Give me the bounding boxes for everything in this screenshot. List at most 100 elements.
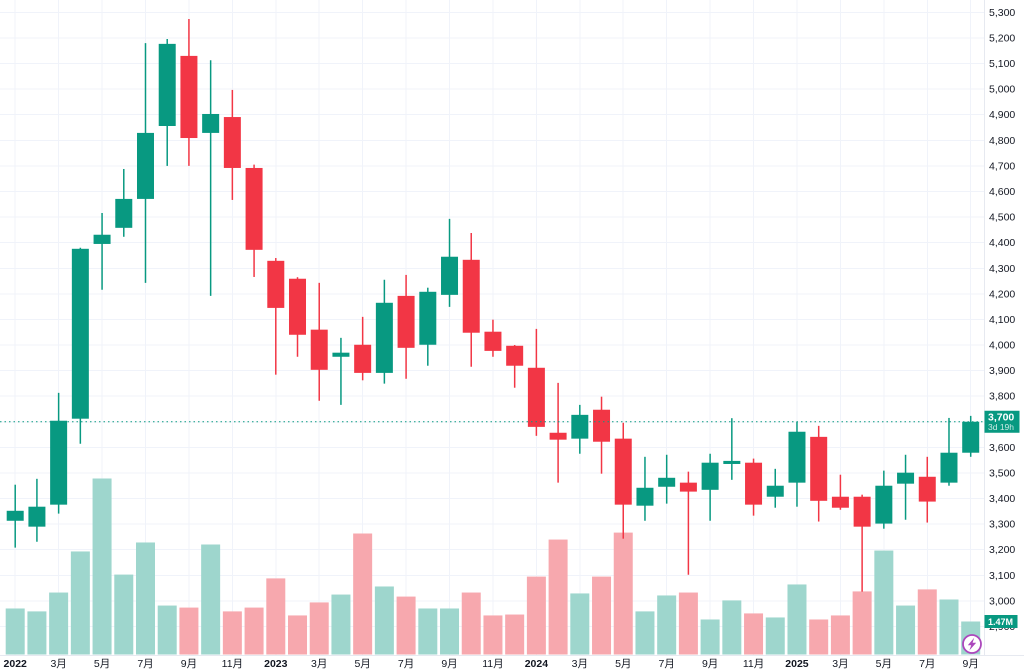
candle-body [441,256,459,295]
volume-bar [461,592,481,655]
price-tick-label: 3,100 [989,570,1015,582]
candle-body [93,234,111,244]
candle [636,456,654,521]
boost-button[interactable] [962,634,982,654]
time-tick-label: 5月 [94,658,110,670]
volume-bar [266,578,286,655]
candle [506,345,524,388]
price-tick-label: 5,100 [989,58,1015,70]
volume-bar [592,576,612,655]
candle-body [202,113,220,133]
time-tick-label: 2022 [4,658,28,670]
candle [918,456,936,523]
candle-body [50,420,68,505]
price-tick-label: 4,900 [989,109,1015,121]
candle [897,454,915,520]
volume-badge-value: 1.47M [988,617,1013,627]
price-axis[interactable]: 5,300 5,200 5,100 5,000 4,900 4,800 4,700 4,600… [989,7,1015,633]
volume-bar [874,550,894,655]
candle [810,425,828,522]
volume-bar [917,589,937,655]
volume-bar [765,617,785,655]
candle-body [918,476,936,502]
volume-bar [744,613,764,655]
time-axis[interactable]: 2022 3月 5月 7月 9月 11月 2023 3月 5月 7月 9月 11月 2024 3月 5月 7月… [4,658,979,670]
volume-bar [201,544,221,655]
price-tick-label: 3,500 [989,467,1015,479]
candle-body [962,421,980,453]
candle-body [419,291,437,345]
candle-body [375,302,393,373]
candle [180,19,198,166]
time-tick-label: 3月 [311,658,327,670]
volume-bar [852,591,872,655]
candle-body [701,462,719,490]
volume-bar [114,574,134,655]
volume-bar [331,594,351,655]
time-tick-label: 9月 [181,658,197,670]
candle [419,287,437,366]
candle-body [245,167,263,250]
price-tick-label: 4,100 [989,314,1015,326]
volume-bar [288,615,308,655]
time-tick-label: 7月 [137,658,153,670]
volume-bar [27,611,47,655]
candlestick-series [6,19,980,592]
candle [549,382,567,483]
time-tick-label: 3月 [572,658,588,670]
candle-body [593,409,611,442]
candle [267,258,285,375]
candle-body [788,431,806,483]
volume-bar [179,607,199,655]
volume-bar [353,533,373,655]
candle-body [6,510,24,521]
volume-bar [418,608,438,655]
price-tick-label: 3,600 [989,442,1015,454]
candle-body [549,432,567,440]
candle [397,274,415,379]
volume-bar [309,602,329,655]
candle-body [397,295,415,348]
volume-bar [483,615,503,655]
price-tick-label: 5,200 [989,32,1015,44]
candle [614,422,632,539]
candle-body [853,496,871,527]
price-tick-label: 4,800 [989,135,1015,147]
candle-body [940,452,958,483]
candle [354,316,372,381]
candle-body [810,436,828,501]
candle [723,418,741,480]
candle-body [614,438,632,505]
time-tick-label: 7月 [659,658,675,670]
time-tick-label: 3月 [832,658,848,670]
candle [527,328,545,436]
price-tick-label: 3,000 [989,595,1015,607]
volume-bar [526,576,546,655]
candle-body [267,260,285,308]
volume-bar [374,586,394,655]
candle [50,392,68,514]
candle [658,454,676,504]
candle [593,396,611,474]
candle [571,404,589,454]
candle-body [766,485,784,497]
candle-body [831,496,849,508]
candle-body [571,414,589,439]
candle [788,421,806,507]
candle-body [875,485,893,524]
price-tick-label: 4,000 [989,340,1015,352]
candle-body [136,132,154,199]
volume-bar [700,619,720,655]
time-tick-label: 9月 [441,658,457,670]
price-tick-label: 4,300 [989,263,1015,275]
volume-bar [244,607,264,655]
volume-badge-bg [984,615,1018,628]
price-tick-label: 3,400 [989,493,1015,505]
time-tick-label: 11月 [482,658,503,670]
volume-bar [92,478,112,655]
candle [115,168,133,237]
volume-bar [939,599,959,655]
volume-bar [678,592,698,655]
price-tick-label: 4,600 [989,186,1015,198]
